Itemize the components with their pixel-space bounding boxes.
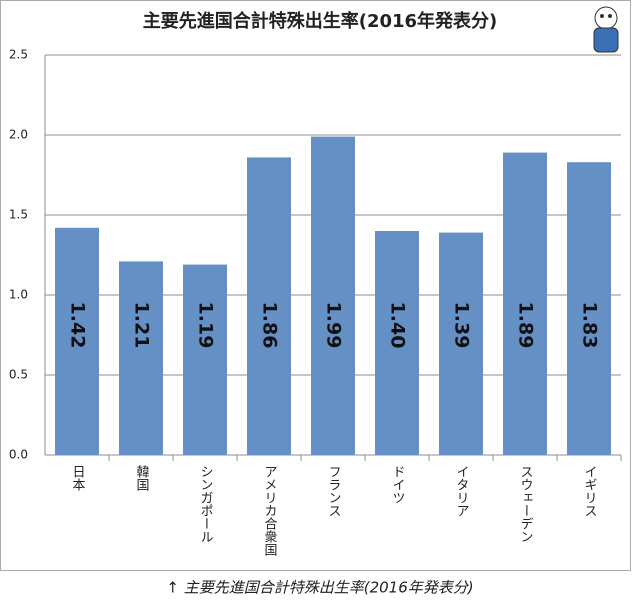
x-tick-label: ドイツ	[390, 465, 405, 504]
value-label: 1.83	[579, 302, 601, 349]
x-tick-label: シンガポール	[198, 465, 213, 543]
bar	[119, 261, 163, 455]
value-label: 1.99	[323, 302, 345, 349]
x-tick-label: イタリア	[454, 465, 469, 517]
x-tick-label: 韓国	[134, 465, 150, 491]
caption: ↑ 主要先進国合計特殊出生率(2016年発表分)	[166, 579, 473, 597]
chart-title: 主要先進国合計特殊出生率(2016年発表分)	[143, 10, 498, 32]
x-tick-label: アメリカ合衆国	[262, 465, 278, 556]
bar	[375, 231, 419, 455]
x-tick-label: 日本	[70, 465, 86, 491]
y-tick-label: 0.0	[9, 448, 28, 462]
x-tick-label: スウェーデン	[518, 465, 533, 543]
value-label: 1.86	[259, 302, 281, 349]
y-tick-label: 2.0	[9, 128, 28, 142]
y-tick-label: 1.5	[9, 208, 28, 222]
y-tick-label: 1.0	[9, 288, 28, 302]
y-tick-label: 2.5	[9, 48, 28, 62]
mascot	[593, 6, 619, 53]
bar	[567, 162, 611, 455]
value-label: 1.42	[67, 302, 89, 349]
bar	[311, 136, 355, 455]
bar	[183, 264, 227, 455]
bar	[439, 232, 483, 455]
bar	[503, 152, 547, 455]
y-tick-label: 0.5	[9, 368, 28, 382]
value-label: 1.40	[387, 302, 409, 349]
bar	[247, 157, 291, 455]
value-label: 1.89	[515, 302, 537, 349]
x-tick-label: イギリス	[582, 465, 597, 517]
bar	[55, 227, 99, 455]
value-label: 1.19	[195, 302, 217, 349]
value-label: 1.21	[131, 302, 153, 349]
x-tick-label: フランス	[326, 465, 341, 517]
value-label: 1.39	[451, 302, 473, 349]
